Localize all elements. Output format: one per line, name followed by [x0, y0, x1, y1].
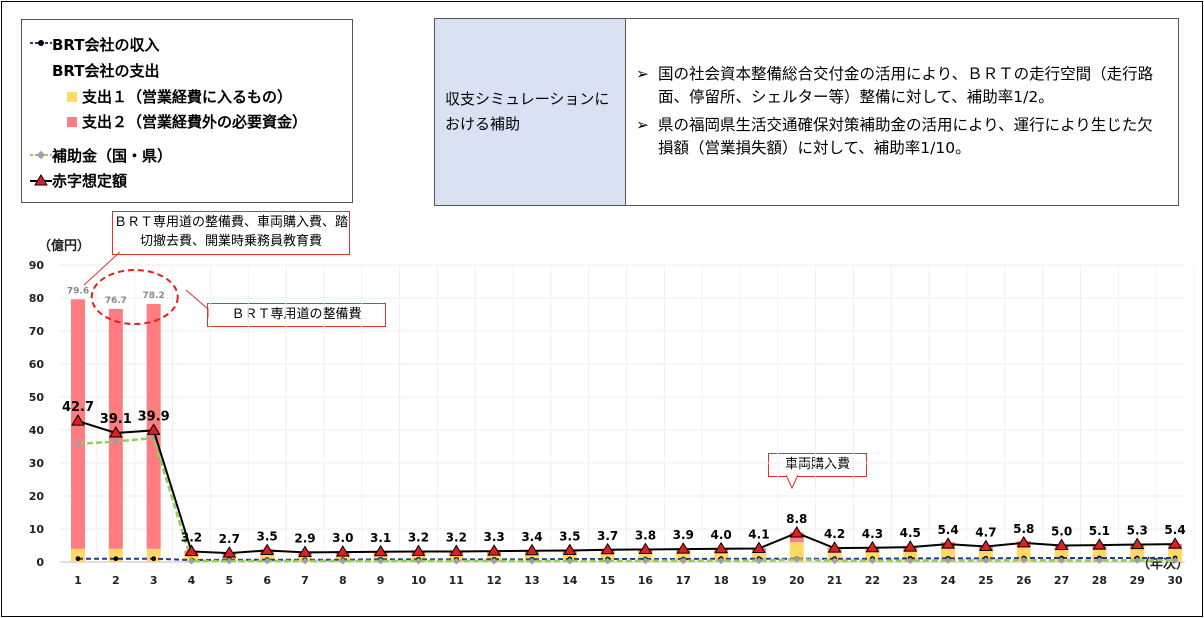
legend: BRT会社の収入 BRT会社の支出 支出１（営業経費に入るもの） 支出２（営業経… [21, 19, 353, 203]
legend-expense-label: BRT会社の支出 [52, 62, 160, 80]
bullet-arrow-icon: ➢ [636, 115, 649, 134]
legend-expense1-label: 支出１（営業経費に入るもの） [82, 88, 293, 106]
subsidy-info-body: ➢ 国の社会資本整備総合交付金の活用により、ＢＲＴの走行空間（走行路面、停留所、… [626, 19, 1178, 205]
subsidy-info-bullet-text: 国の社会資本整備総合交付金の活用により、ＢＲＴの走行空間（走行路面、停留所、シェ… [658, 65, 1154, 107]
legend-expense2-label: 支出２（営業経費外の必要資金） [82, 113, 308, 131]
legend-subsidy-marker [30, 150, 52, 160]
callout-dedicated-road: ＢＲＴ専用道の整備費 [207, 303, 386, 327]
legend-expense1-swatch [67, 92, 77, 102]
callout-initial-costs: ＢＲＴ専用道の整備費、車両購入費、踏切撤去費、開業時乗務員教育費 [112, 211, 350, 255]
subsidy-info-box: 収支シミュレーションにおける補助 ➢ 国の社会資本整備総合交付金の活用により、Ｂ… [434, 18, 1179, 206]
legend-expense2-swatch [67, 117, 77, 127]
subsidy-info-heading: 収支シミュレーションにおける補助 [435, 19, 626, 205]
legend-income-label: BRT会社の収入 [52, 36, 160, 54]
subsidy-info-bullet-text: 県の福岡県生活交通確保対策補助金の活用により、運行により生じた欠損額（営業損失額… [658, 115, 1153, 157]
subsidy-info-bullet: ➢ 県の福岡県生活交通確保対策補助金の活用により、運行により生じた欠損額（営業損… [636, 114, 1168, 161]
callout-vehicle-purchase: 車両購入費 [768, 453, 867, 477]
legend-deficit-marker [30, 174, 52, 186]
legend-deficit-label: 赤字想定額 [52, 172, 128, 190]
legend-subsidy-label: 補助金（国・県） [52, 147, 173, 165]
legend-income-marker [30, 40, 52, 46]
subsidy-info-bullet: ➢ 国の社会資本整備総合交付金の活用により、ＢＲＴの走行空間（走行路面、停留所、… [636, 63, 1168, 110]
bullet-arrow-icon: ➢ [636, 65, 649, 83]
